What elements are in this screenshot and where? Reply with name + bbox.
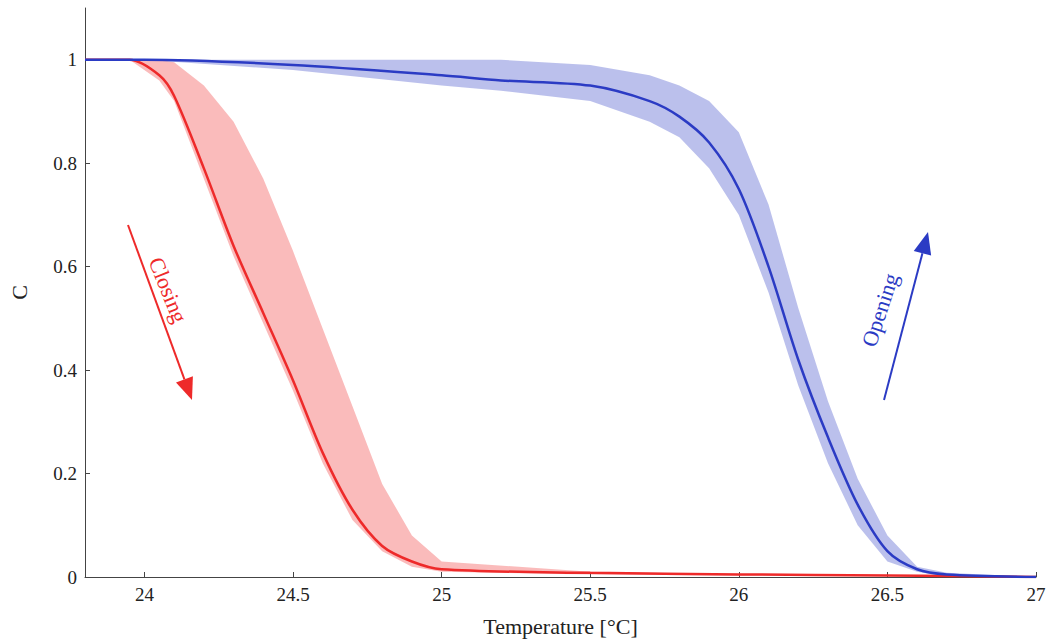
svg-text:Closing: Closing	[143, 253, 193, 327]
svg-text:0.4: 0.4	[53, 360, 77, 381]
svg-text:0.2: 0.2	[53, 463, 77, 484]
svg-text:27: 27	[1027, 584, 1046, 605]
svg-text:Temperature [°C]: Temperature [°C]	[483, 614, 637, 639]
svg-text:24.5: 24.5	[276, 584, 309, 605]
svg-text:0.8: 0.8	[53, 153, 77, 174]
svg-text:24: 24	[135, 584, 155, 605]
svg-text:25: 25	[432, 584, 451, 605]
svg-text:0: 0	[68, 567, 78, 588]
svg-text:1: 1	[68, 49, 78, 70]
svg-text:25.5: 25.5	[574, 584, 607, 605]
svg-text:0.6: 0.6	[53, 256, 77, 277]
svg-text:26.5: 26.5	[871, 584, 904, 605]
svg-text:Opening: Opening	[856, 270, 903, 350]
svg-text:C: C	[7, 285, 32, 300]
svg-text:26: 26	[729, 584, 748, 605]
